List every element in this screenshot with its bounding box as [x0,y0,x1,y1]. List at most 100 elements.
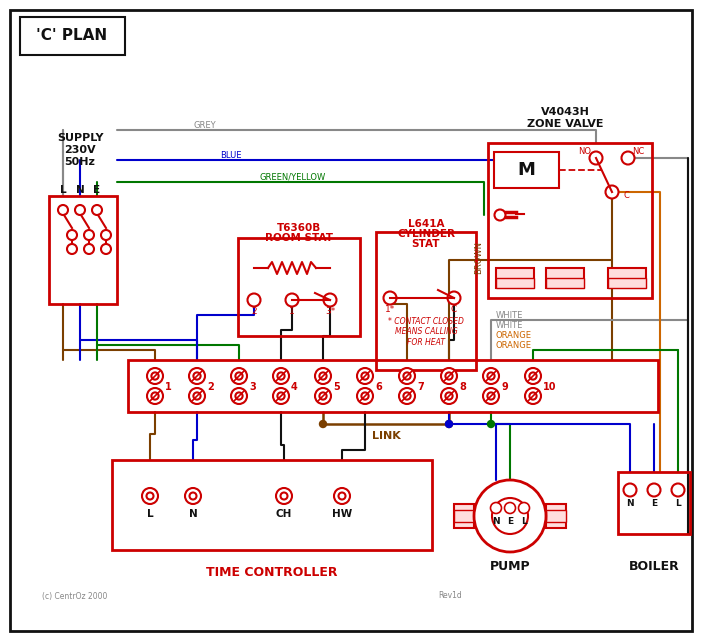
Text: 230V: 230V [64,145,95,155]
Circle shape [286,294,298,306]
Circle shape [273,388,289,404]
Text: 4: 4 [291,382,298,392]
Circle shape [273,368,289,384]
Bar [608,278,646,288]
Circle shape [189,388,205,404]
Bar [546,268,584,288]
Text: E: E [507,517,513,526]
Circle shape [190,492,197,499]
Circle shape [446,420,453,428]
Text: 50Hz: 50Hz [65,157,95,167]
Bar [20,17,125,55]
Circle shape [445,372,453,379]
Circle shape [399,388,415,404]
Circle shape [277,372,284,379]
Circle shape [505,503,515,513]
Circle shape [483,388,499,404]
Circle shape [193,372,201,379]
Circle shape [338,492,345,499]
Circle shape [315,368,331,384]
Text: TIME CONTROLLER: TIME CONTROLLER [206,565,338,578]
Circle shape [529,372,536,379]
Text: NC: NC [632,147,644,156]
Text: HW: HW [332,509,352,519]
Text: 7: 7 [417,382,424,392]
Bar [49,196,117,304]
Circle shape [84,244,94,254]
Circle shape [319,420,326,428]
Text: SUPPLY: SUPPLY [57,133,103,143]
Text: 1: 1 [165,382,172,392]
Text: 5: 5 [333,382,340,392]
Bar [238,238,360,336]
Text: GREY: GREY [194,121,217,129]
Bar [454,504,474,528]
Circle shape [441,388,457,404]
Text: BOILER: BOILER [628,560,680,572]
Text: 'C' PLAN: 'C' PLAN [37,28,107,44]
Circle shape [324,294,336,306]
Circle shape [399,368,415,384]
Circle shape [487,392,495,399]
Circle shape [189,368,205,384]
Text: Rev1d: Rev1d [438,592,462,601]
Circle shape [235,372,243,379]
Text: T6360B: T6360B [277,223,321,233]
Circle shape [487,420,494,428]
Circle shape [248,294,260,306]
Circle shape [492,498,528,534]
Text: N: N [76,185,84,195]
Text: L: L [147,509,153,519]
Circle shape [525,368,541,384]
Circle shape [67,244,77,254]
Text: 3: 3 [249,382,256,392]
Circle shape [494,210,505,221]
Text: 10: 10 [543,382,557,392]
Circle shape [362,372,369,379]
Circle shape [231,388,247,404]
Circle shape [362,392,369,399]
Text: NO: NO [578,147,592,156]
Text: 2: 2 [251,308,257,317]
Bar [618,472,690,534]
Text: L: L [521,517,527,526]
Circle shape [147,492,154,499]
Circle shape [621,151,635,165]
Circle shape [75,205,85,215]
Text: BLUE: BLUE [220,151,241,160]
Bar [546,278,584,288]
Text: * CONTACT CLOSED
MEANS CALLING
FOR HEAT: * CONTACT CLOSED MEANS CALLING FOR HEAT [388,317,464,347]
Bar [494,152,559,188]
Circle shape [281,492,288,499]
Circle shape [447,292,461,304]
Text: ORANGE: ORANGE [496,342,532,351]
Text: E: E [93,185,100,195]
Text: (c) CentrOz 2000: (c) CentrOz 2000 [42,592,107,601]
Bar [546,504,566,528]
Bar [376,232,476,370]
Circle shape [185,488,201,504]
Circle shape [193,392,201,399]
Circle shape [319,372,326,379]
Text: BROWN: BROWN [475,240,484,274]
Text: N: N [492,517,500,526]
Circle shape [58,205,68,215]
Circle shape [152,392,159,399]
Text: E: E [651,499,657,508]
Text: 2: 2 [207,382,213,392]
Text: V4043H: V4043H [541,107,590,117]
Bar [112,460,432,550]
Circle shape [67,230,77,240]
Text: PUMP: PUMP [490,560,530,572]
Bar [496,268,534,288]
Circle shape [474,480,546,552]
Bar [454,510,474,522]
Circle shape [92,205,102,215]
Text: CYLINDER: CYLINDER [397,229,455,239]
Text: STAT: STAT [412,239,440,249]
Text: LINK: LINK [371,431,400,441]
Text: L: L [675,499,681,508]
Text: M: M [517,161,535,179]
Text: WHITE: WHITE [496,322,524,331]
Text: CH: CH [276,509,292,519]
